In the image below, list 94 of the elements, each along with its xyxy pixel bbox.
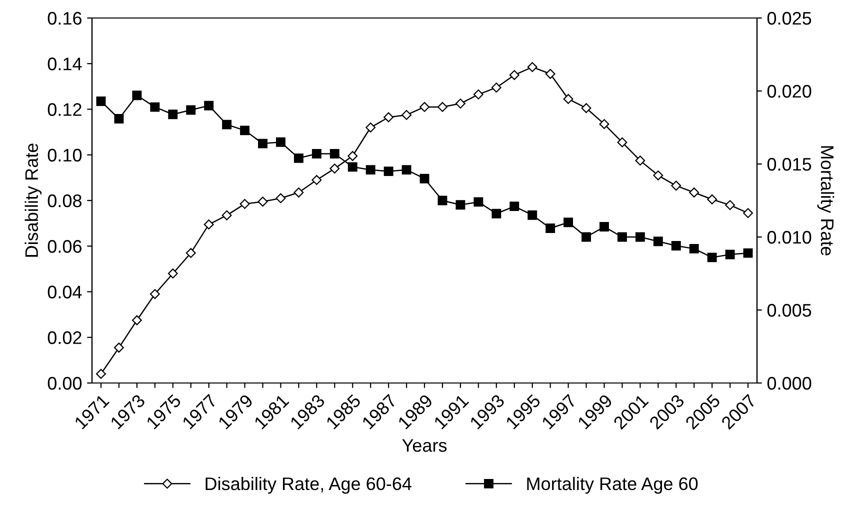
- point: [348, 151, 358, 161]
- point: [204, 219, 214, 230]
- point: [114, 342, 124, 353]
- point: [743, 248, 753, 258]
- point: [617, 137, 628, 148]
- point: [258, 138, 268, 148]
- point: [132, 90, 142, 100]
- y2-tick-label: 0.010: [767, 230, 812, 244]
- point: [671, 180, 682, 191]
- y2-tick-label: 0.000: [767, 376, 812, 390]
- point: [366, 122, 376, 132]
- legend-label: Mortality Rate Age 60: [527, 476, 698, 494]
- point: [743, 208, 753, 218]
- point: [510, 202, 520, 212]
- point: [671, 241, 681, 250]
- point: [707, 194, 718, 204]
- y2-tick-label: 0.020: [767, 84, 812, 98]
- point: [491, 82, 502, 93]
- y2-axis-title: Mortality Rate: [817, 146, 834, 256]
- point: [581, 103, 592, 114]
- point: [348, 162, 358, 172]
- y-tick-label: 0.00: [48, 376, 82, 390]
- point: [546, 224, 556, 233]
- y-tick-label: 0.16: [48, 12, 82, 25]
- point: [384, 112, 394, 122]
- point: [689, 244, 699, 254]
- point: [276, 193, 286, 204]
- point: [312, 149, 322, 158]
- point: [168, 268, 178, 278]
- point: [150, 289, 160, 300]
- point: [564, 218, 574, 228]
- y-tick-label: 0.06: [48, 240, 82, 253]
- point: [222, 120, 232, 130]
- point: [150, 102, 160, 112]
- y-tick-label: 0.12: [48, 103, 82, 116]
- point: [563, 94, 574, 104]
- point: [528, 210, 538, 220]
- point: [402, 165, 412, 175]
- point: [114, 114, 124, 124]
- point: [222, 210, 232, 220]
- point: [635, 156, 646, 166]
- point: [617, 232, 627, 242]
- point: [689, 188, 700, 198]
- point: [438, 102, 448, 112]
- point: [545, 68, 556, 79]
- point: [509, 70, 520, 80]
- point: [456, 200, 466, 210]
- y-tick-label: 0.08: [48, 194, 82, 208]
- point: [276, 137, 286, 147]
- point: [294, 153, 304, 163]
- point: [527, 62, 538, 72]
- y-axis-title: Disability Rate: [24, 144, 42, 257]
- point: [366, 165, 376, 175]
- y2-tick-label: 0.025: [767, 12, 812, 25]
- point: [168, 110, 178, 120]
- point: [420, 174, 430, 184]
- point: [204, 100, 214, 110]
- point: [725, 250, 735, 260]
- x-axis-title: Years: [402, 439, 447, 452]
- point: [474, 197, 484, 207]
- y-tick-label: 0.04: [48, 286, 82, 298]
- point: [420, 102, 430, 112]
- y-tick-label: 0.02: [48, 331, 82, 344]
- point: [438, 196, 448, 206]
- y-tick-label: 0.14: [48, 58, 82, 70]
- point: [186, 248, 196, 258]
- point: [492, 208, 502, 218]
- point: [384, 166, 394, 176]
- y2-tick-label: 0.005: [767, 304, 812, 317]
- point: [258, 196, 268, 207]
- point: [330, 149, 340, 158]
- point: [240, 126, 250, 136]
- point: [707, 252, 717, 262]
- point: [294, 188, 304, 198]
- point: [725, 200, 736, 210]
- point: [240, 198, 250, 209]
- point: [330, 164, 340, 174]
- point: [186, 105, 196, 115]
- point: [600, 222, 609, 232]
- point: [96, 368, 106, 379]
- point: [599, 119, 610, 130]
- point: [96, 96, 106, 106]
- point: [455, 98, 466, 109]
- legend-label: Disability Rate, Age 60-64: [206, 476, 412, 494]
- point: [653, 236, 663, 246]
- y2-tick-label: 0.015: [767, 158, 812, 171]
- point: [653, 170, 664, 180]
- point: [132, 315, 142, 326]
- point: [582, 232, 591, 242]
- point: [473, 89, 484, 100]
- y-tick-label: 0.10: [48, 148, 82, 162]
- point: [312, 174, 322, 185]
- point: [402, 110, 412, 120]
- point: [635, 232, 645, 242]
